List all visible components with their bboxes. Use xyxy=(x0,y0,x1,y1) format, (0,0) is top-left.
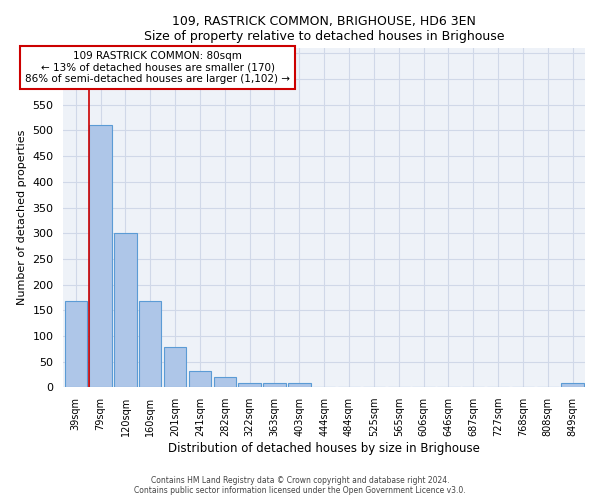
Bar xyxy=(288,383,311,387)
Text: Contains HM Land Registry data © Crown copyright and database right 2024.
Contai: Contains HM Land Registry data © Crown c… xyxy=(134,476,466,495)
Bar xyxy=(139,301,161,387)
Text: 109 RASTRICK COMMON: 80sqm
← 13% of detached houses are smaller (170)
86% of sem: 109 RASTRICK COMMON: 80sqm ← 13% of deta… xyxy=(25,51,290,84)
X-axis label: Distribution of detached houses by size in Brighouse: Distribution of detached houses by size … xyxy=(168,442,480,455)
Bar xyxy=(214,377,236,387)
Bar xyxy=(114,232,137,387)
Bar xyxy=(65,301,87,387)
Bar xyxy=(89,126,112,387)
Y-axis label: Number of detached properties: Number of detached properties xyxy=(17,130,27,306)
Bar xyxy=(238,383,261,387)
Bar xyxy=(562,383,584,387)
Bar xyxy=(189,371,211,387)
Bar xyxy=(263,383,286,387)
Title: 109, RASTRICK COMMON, BRIGHOUSE, HD6 3EN
Size of property relative to detached h: 109, RASTRICK COMMON, BRIGHOUSE, HD6 3EN… xyxy=(144,15,505,43)
Bar xyxy=(164,347,187,387)
